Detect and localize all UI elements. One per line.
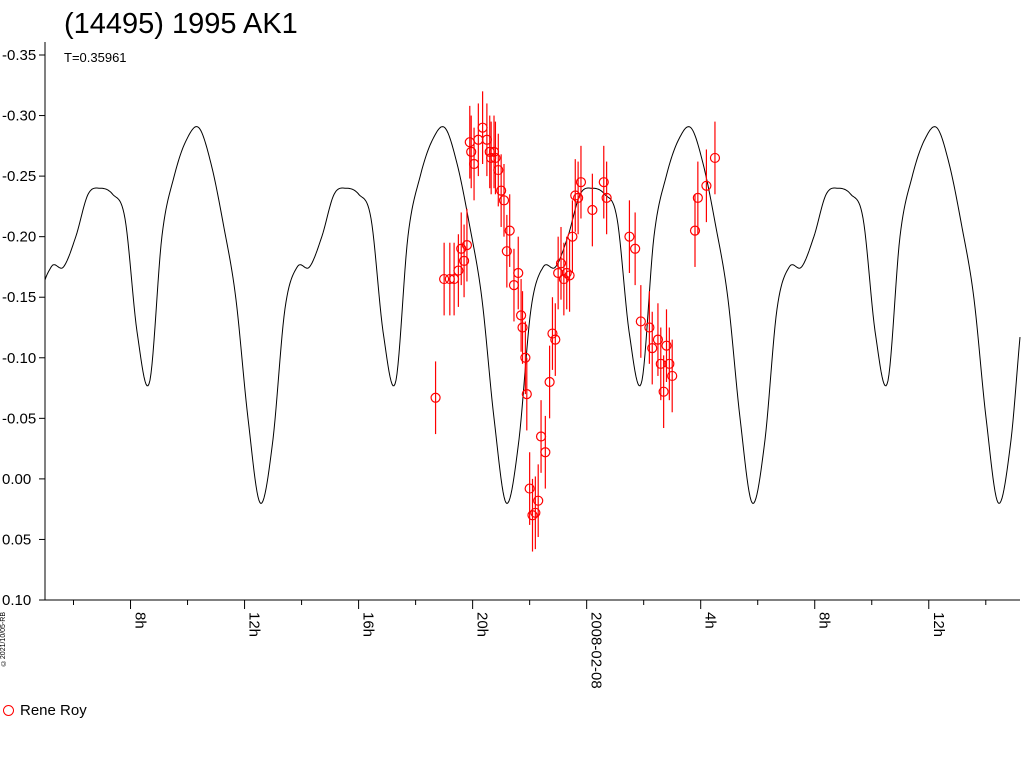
data-point: [598, 177, 609, 188]
data-point: [647, 342, 658, 354]
data-point: [701, 180, 712, 191]
data-point: [517, 322, 528, 333]
data-point: [496, 185, 507, 196]
y-tick-label: -0.05: [2, 410, 36, 427]
x-tick-label: 12h: [246, 612, 263, 637]
legend-marker-icon: [3, 705, 14, 716]
data-point: [524, 483, 535, 494]
data-point: [513, 267, 524, 279]
data-point: [624, 231, 635, 242]
data-point: [689, 225, 701, 236]
x-tick-label: 20h: [474, 612, 491, 637]
data-point: [658, 386, 669, 397]
data-point: [564, 270, 575, 281]
data-point: [533, 495, 544, 506]
data-point: [493, 164, 504, 176]
model-curve-path: [44, 126, 1021, 505]
data-point: [430, 392, 441, 403]
data-point: [547, 328, 558, 339]
data-point: [544, 376, 555, 388]
data-point: [561, 267, 572, 279]
data-point: [550, 334, 561, 345]
chart-title: (14495) 1995 AK1: [64, 8, 298, 40]
x-tick-label: 16h: [360, 612, 377, 637]
data-point: [575, 177, 587, 188]
data-point: [570, 190, 581, 201]
data-point: [466, 146, 477, 157]
data-point: [498, 195, 510, 206]
x-tick-label: 8h: [132, 612, 149, 629]
data-point: [664, 358, 675, 369]
data-point: [635, 316, 646, 327]
legend-label: Rene Roy: [20, 702, 87, 719]
data-point: [520, 352, 531, 363]
data-point: [644, 322, 655, 333]
data-point: [555, 258, 567, 269]
data-point: [521, 389, 532, 400]
data-point: [558, 273, 569, 285]
y-axis: -0.35 -0.30 -0.25 -0.20 -0.15 -0.10 -0.05 0.00 0…: [2, 42, 46, 609]
x-axis: 8h 12h 16h 20h 2008-02-08 4h 8h 12h: [45, 599, 1020, 689]
y-tick-label: -0.25: [2, 168, 36, 185]
data-point: [661, 340, 672, 351]
data-point: [453, 265, 464, 276]
data-point: [540, 447, 551, 458]
y-tick-label: 0.10: [2, 592, 31, 609]
data-point: [601, 192, 612, 204]
period-label: T=0.35961: [64, 50, 127, 65]
y-tick-label: -0.20: [2, 229, 36, 246]
y-tick-label: -0.15: [2, 289, 36, 306]
data-point: [515, 310, 527, 321]
data-point: [527, 510, 538, 521]
data-point: [630, 243, 641, 254]
data-point: [652, 334, 664, 345]
data-point: [709, 152, 721, 164]
data-point: [501, 246, 512, 257]
data-point: [461, 240, 473, 251]
data-point: [458, 255, 470, 266]
x-tick-label: 2008-02-08: [588, 612, 605, 689]
data-point: [587, 204, 598, 216]
y-tick-label: -0.30: [2, 108, 36, 125]
x-tick-label: 12h: [930, 612, 947, 637]
y-tick-label: 0.05: [2, 531, 31, 548]
data-point: [504, 225, 515, 236]
data-point: [573, 192, 584, 204]
y-tick-label: -0.10: [2, 350, 36, 367]
data-point: [567, 231, 578, 242]
x-tick-label: 4h: [702, 612, 719, 629]
data-point: [667, 370, 678, 382]
legend: Rene Roy: [3, 702, 87, 719]
data-point: [490, 152, 501, 164]
observation-points: [430, 91, 721, 552]
x-tick-label: 8h: [816, 612, 833, 629]
data-point: [692, 192, 703, 204]
y-tick-label: 0.00: [2, 471, 31, 488]
data-point: [439, 273, 450, 285]
data-point: [530, 507, 541, 518]
y-tick-label: -0.35: [2, 47, 36, 64]
model-curve: [44, 126, 1021, 505]
data-point: [456, 243, 467, 254]
